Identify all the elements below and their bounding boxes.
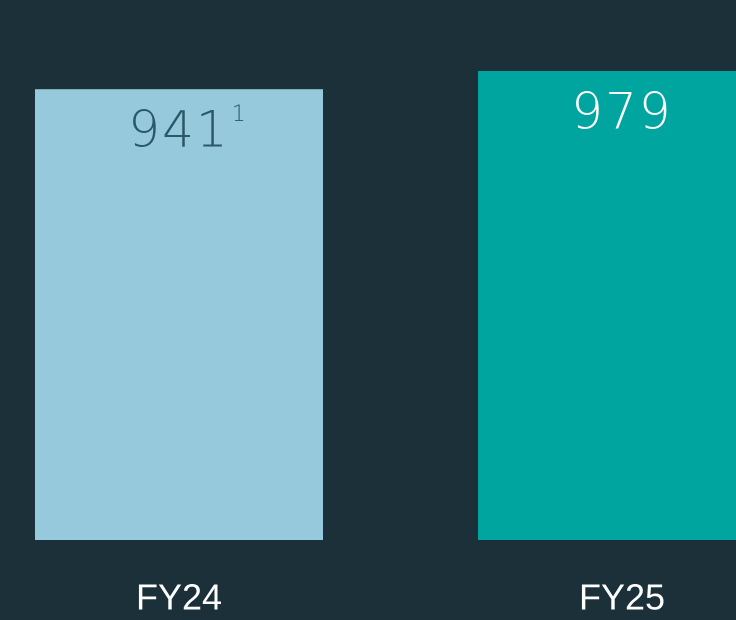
value-label: 941 (128, 101, 229, 159)
x-tick-label: FY25 (579, 577, 665, 618)
bar (478, 71, 736, 540)
footnote-marker: 1 (232, 102, 246, 127)
bar (35, 89, 323, 541)
x-tick-label: FY24 (136, 577, 222, 618)
value-label: 979 (571, 83, 672, 141)
